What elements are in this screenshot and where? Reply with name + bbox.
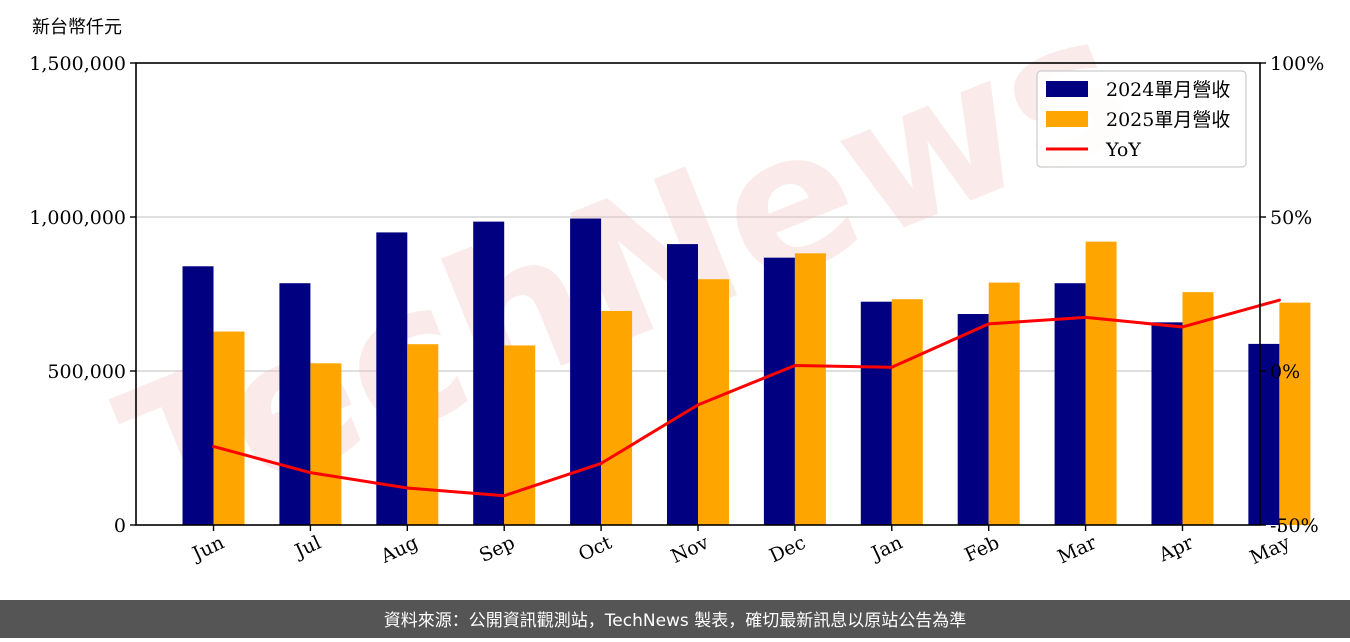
bar-2024-mar (1054, 283, 1086, 525)
x-tick-label-oct: Oct (575, 531, 615, 565)
bar-2024-jan (860, 301, 892, 525)
yoy-point-mar (1084, 315, 1088, 319)
legend-swatch (1046, 111, 1088, 127)
y2-tick-label: 0% (1270, 361, 1300, 383)
bar-2025-oct (601, 310, 633, 525)
footer-text: 資料來源：公開資訊觀測站，TechNews 製表，確切最新訊息以原站公告為準 (384, 611, 966, 631)
bar-2025-apr (1182, 292, 1214, 525)
yoy-point-jan (890, 365, 894, 369)
bar-2024-aug (376, 232, 408, 525)
yoy-point-nov (696, 403, 700, 407)
y-axis-label: 新台幣仟元 (32, 17, 122, 38)
x-tick-label-sep: Sep (476, 532, 518, 567)
yoy-point-feb (987, 322, 991, 326)
legend-swatch (1046, 81, 1088, 97)
yoy-point-oct (599, 461, 603, 465)
bar-2025-aug (407, 344, 439, 525)
yoy-point-apr (1180, 325, 1184, 329)
bar-2025-jan (891, 299, 923, 525)
x-tick-label-dec: Dec (766, 532, 809, 568)
y-tick-label: 0 (114, 515, 126, 537)
bar-2025-dec (794, 253, 826, 525)
bar-2024-sep (473, 221, 505, 525)
bar-2025-may (1279, 302, 1311, 525)
footer-background (0, 600, 1350, 638)
bar-2024-apr (1151, 322, 1183, 525)
legend-label: 2025單月營收 (1106, 109, 1230, 131)
y2-tick-label: 100% (1270, 53, 1324, 75)
bar-2024-jul (279, 283, 311, 525)
legend: 2024單月營收 2025單月營收 YoY (1036, 70, 1247, 168)
bar-2025-jun (213, 331, 245, 525)
legend-label: 2024單月營收 (1106, 79, 1230, 101)
bar-2024-oct (570, 218, 602, 526)
bars (182, 218, 1311, 526)
x-tick-label-jul: Jul (290, 532, 325, 564)
yoy-line (213, 298, 1280, 498)
yoy-point-may (1277, 298, 1281, 302)
yoy-point-aug (405, 486, 409, 490)
x-tick-label-mar: Mar (1054, 531, 1100, 568)
x-tick-label-feb: Feb (961, 532, 1003, 567)
x-tick-label-apr: Apr (1155, 531, 1198, 567)
bar-2025-mar (1085, 241, 1117, 525)
bar-2024-dec (763, 257, 795, 525)
bar-2024-nov (667, 244, 698, 525)
x-tick-label-aug: Aug (377, 532, 422, 568)
legend-box (1036, 70, 1247, 168)
bar-2025-sep (504, 345, 536, 525)
bar-2025-jul (310, 363, 342, 525)
bar-2024-feb (957, 314, 989, 525)
y2-tick-label: -50% (1270, 515, 1319, 537)
x-tick-label-nov: Nov (668, 531, 713, 567)
yoy-point-sep (502, 494, 506, 498)
bar-2024-may (1248, 343, 1280, 525)
y2-tick-label: 50% (1270, 207, 1312, 229)
yoy-point-jul (308, 471, 312, 475)
bar-2025-feb (988, 282, 1020, 525)
bar-2024-jun (182, 266, 214, 525)
y-tick-label: 1,000,000 (29, 207, 126, 229)
yoy-line-group (212, 298, 1281, 498)
x-tick-label-may: May (1247, 531, 1294, 569)
footer-bar: 資料來源：公開資訊觀測站，TechNews 製表，確切最新訊息以原站公告為準 (0, 600, 1350, 638)
yoy-point-dec (793, 363, 797, 367)
y-tick-label: 1,500,000 (29, 53, 126, 75)
legend-label: YoY (1105, 139, 1141, 161)
yoy-point-jun (212, 444, 216, 448)
x-tick-label-jan: Jan (867, 532, 906, 566)
y-tick-label: 500,000 (47, 361, 126, 383)
